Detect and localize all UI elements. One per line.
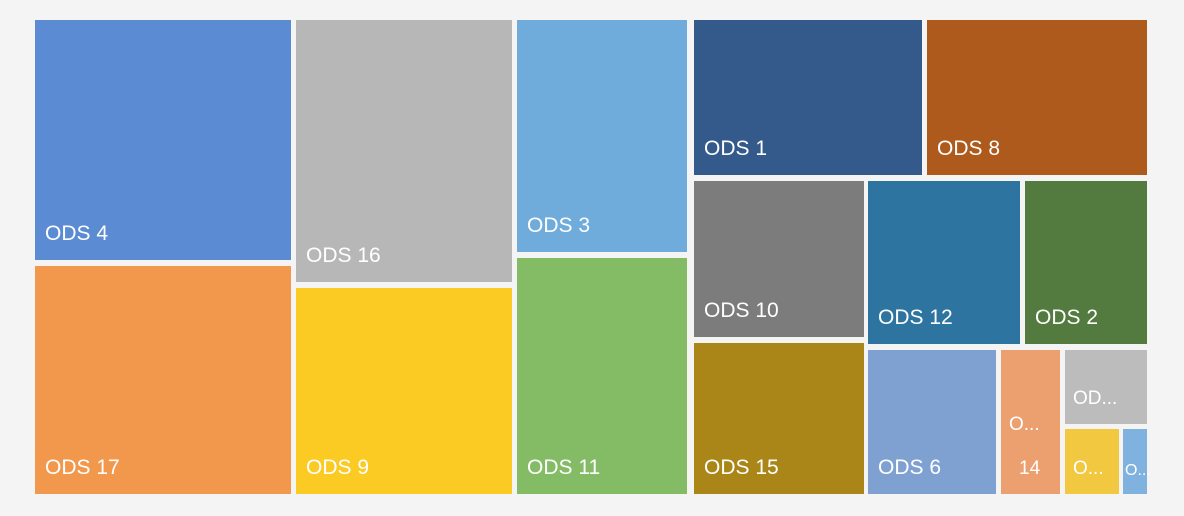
- treemap-tile-label: ODS 12: [878, 306, 953, 329]
- treemap-tile-label: ODS 10: [704, 299, 779, 322]
- treemap-tile: ODS 4: [35, 20, 291, 260]
- treemap-tile-label: ODS 8: [937, 137, 1001, 160]
- treemap-tile-label: OD...: [1073, 388, 1118, 409]
- treemap-tile-label-secondary: 14: [1019, 458, 1041, 479]
- treemap-tile-label: ODS 9: [306, 456, 370, 479]
- treemap-tile-label: O...: [1073, 458, 1104, 479]
- treemap-tile: ODS 11: [517, 258, 687, 494]
- treemap-tile: ODS 12: [868, 181, 1020, 344]
- treemap-tile-label: ODS 4: [45, 222, 109, 245]
- treemap-tile: O... 14: [1001, 350, 1060, 494]
- treemap-tile: ODS 3: [517, 20, 687, 252]
- treemap-tile: O...: [1123, 429, 1151, 494]
- treemap-tile-label: ODS 15: [704, 456, 779, 479]
- treemap-tile: ODS 17: [35, 266, 291, 494]
- treemap-tile: O...: [1065, 429, 1119, 494]
- treemap-tile-label: ODS 11: [527, 456, 601, 479]
- treemap-tile: ODS 9: [296, 288, 512, 494]
- treemap-tile: ODS 15: [694, 343, 864, 494]
- treemap-tile-label: ODS 17: [45, 456, 120, 479]
- treemap-tile-label: ODS 16: [306, 244, 381, 267]
- treemap-tile: ODS 2: [1025, 181, 1147, 344]
- treemap-tile: ODS 6: [868, 350, 996, 494]
- treemap-tile: ODS 8: [927, 20, 1147, 175]
- treemap-tile-label: ODS 6: [878, 456, 942, 479]
- treemap-tile-label: ODS 2: [1035, 306, 1099, 329]
- treemap-tile: ODS 1: [694, 20, 922, 175]
- treemap-tile-label: ODS 3: [527, 214, 591, 237]
- treemap-tile-label: O...: [1009, 414, 1040, 435]
- treemap-tile-label: O...: [1125, 462, 1151, 479]
- treemap-tile: ODS 10: [694, 181, 864, 337]
- treemap-tile: OD...: [1065, 350, 1147, 424]
- treemap-tile: ODS 16: [296, 20, 512, 282]
- treemap-tile-label: ODS 1: [704, 137, 768, 160]
